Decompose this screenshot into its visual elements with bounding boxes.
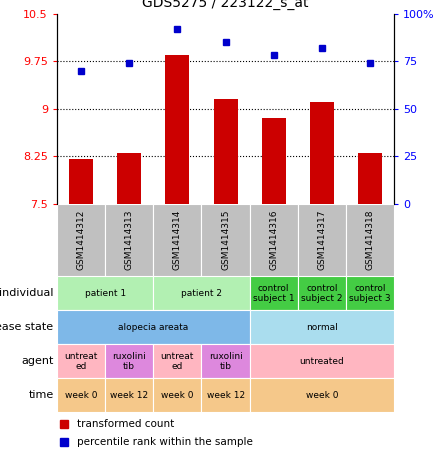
Text: untreated: untreated bbox=[300, 357, 344, 366]
Text: individual: individual bbox=[0, 288, 53, 299]
Text: control
subject 3: control subject 3 bbox=[349, 284, 391, 303]
Bar bbox=[310, 102, 334, 204]
Text: GSM1414317: GSM1414317 bbox=[318, 210, 326, 270]
Bar bbox=[57, 344, 105, 378]
Bar bbox=[261, 118, 286, 204]
Text: control
subject 1: control subject 1 bbox=[253, 284, 295, 303]
Bar bbox=[201, 344, 250, 378]
Bar bbox=[57, 310, 250, 344]
Bar bbox=[105, 204, 153, 276]
Text: week 0: week 0 bbox=[306, 391, 338, 400]
Bar bbox=[298, 204, 346, 276]
Text: week 12: week 12 bbox=[110, 391, 148, 400]
Text: patient 2: patient 2 bbox=[181, 289, 222, 298]
Text: ruxolini
tib: ruxolini tib bbox=[112, 352, 146, 371]
Text: transformed count: transformed count bbox=[77, 419, 174, 429]
Text: percentile rank within the sample: percentile rank within the sample bbox=[77, 437, 253, 447]
Bar bbox=[105, 378, 153, 412]
Bar bbox=[57, 276, 153, 310]
Bar bbox=[117, 153, 141, 204]
Bar bbox=[250, 344, 394, 378]
Bar bbox=[105, 344, 153, 378]
Bar bbox=[250, 276, 298, 310]
Text: GSM1414315: GSM1414315 bbox=[221, 210, 230, 270]
Bar bbox=[165, 55, 189, 204]
Text: GSM1414316: GSM1414316 bbox=[269, 210, 278, 270]
Text: untreat
ed: untreat ed bbox=[64, 352, 98, 371]
Bar bbox=[153, 276, 250, 310]
Text: normal: normal bbox=[306, 323, 338, 332]
Text: disease state: disease state bbox=[0, 322, 53, 333]
Text: time: time bbox=[28, 390, 53, 400]
Text: week 0: week 0 bbox=[161, 391, 194, 400]
Bar bbox=[298, 276, 346, 310]
Text: agent: agent bbox=[21, 356, 53, 366]
Bar bbox=[153, 204, 201, 276]
Bar bbox=[250, 310, 394, 344]
Bar bbox=[213, 99, 237, 204]
Text: control
subject 2: control subject 2 bbox=[301, 284, 343, 303]
Text: GSM1414313: GSM1414313 bbox=[125, 210, 134, 270]
Title: GDS5275 / 223122_s_at: GDS5275 / 223122_s_at bbox=[142, 0, 309, 10]
Bar bbox=[250, 378, 394, 412]
Text: alopecia areata: alopecia areata bbox=[118, 323, 188, 332]
Text: week 12: week 12 bbox=[206, 391, 245, 400]
Text: ruxolini
tib: ruxolini tib bbox=[208, 352, 243, 371]
Bar bbox=[201, 378, 250, 412]
Bar bbox=[346, 276, 394, 310]
Bar bbox=[250, 204, 298, 276]
Text: GSM1414312: GSM1414312 bbox=[77, 210, 85, 270]
Bar bbox=[358, 153, 382, 204]
Text: GSM1414318: GSM1414318 bbox=[366, 210, 374, 270]
Bar bbox=[57, 378, 105, 412]
Text: untreat
ed: untreat ed bbox=[161, 352, 194, 371]
Bar bbox=[153, 344, 201, 378]
Text: GSM1414314: GSM1414314 bbox=[173, 210, 182, 270]
Text: week 0: week 0 bbox=[65, 391, 97, 400]
Text: patient 1: patient 1 bbox=[85, 289, 126, 298]
Bar bbox=[153, 378, 201, 412]
Bar bbox=[201, 204, 250, 276]
Bar bbox=[57, 204, 105, 276]
Bar bbox=[346, 204, 394, 276]
Bar bbox=[69, 159, 93, 204]
